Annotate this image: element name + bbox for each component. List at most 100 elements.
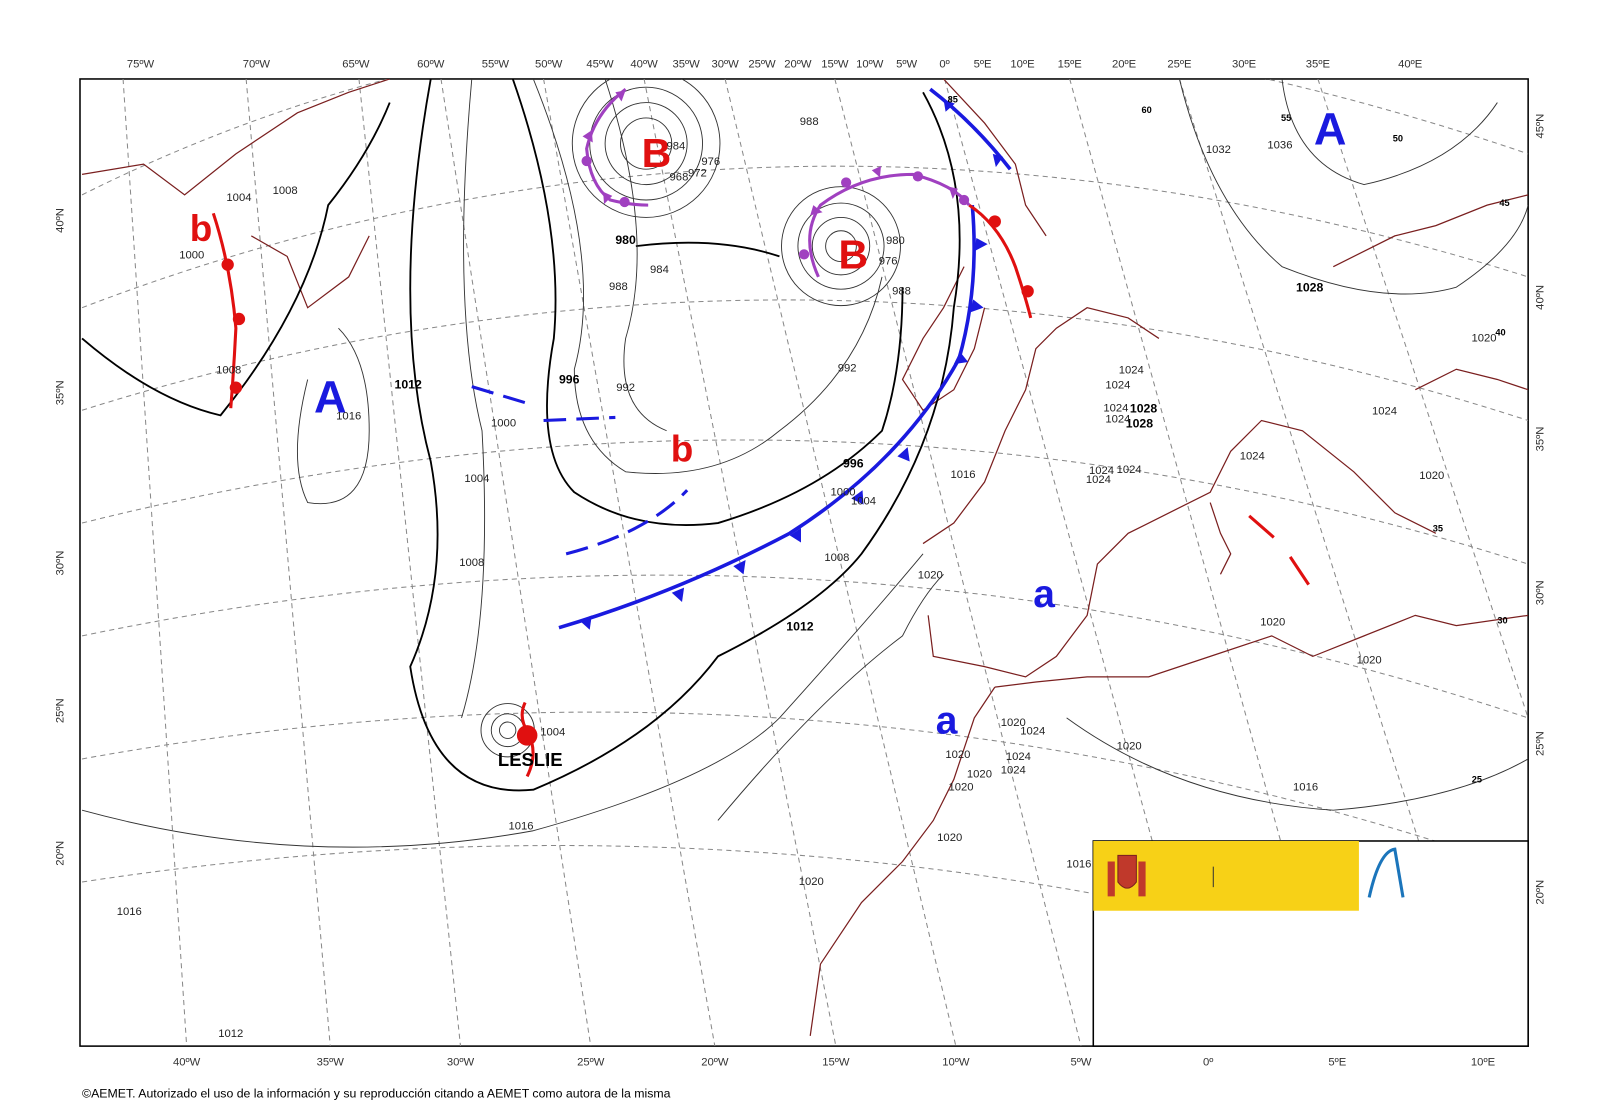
longitude-label: 40ºW [630, 59, 658, 71]
latitude-label: 30ºN [1535, 580, 1547, 605]
isobar-label: 1008 [459, 557, 484, 569]
thickness-label: 50 [1393, 134, 1403, 144]
longitude-label: 15ºW [822, 1057, 850, 1069]
isobar-label: 996 [843, 457, 864, 471]
longitude-label: 25ºW [748, 59, 776, 71]
pressure-center: A [1314, 104, 1347, 155]
isobar-label: 1012 [395, 378, 423, 392]
longitude-label: 5ºW [896, 59, 917, 71]
thickness-label: 40 [1495, 327, 1505, 337]
isobar-label: 1020 [1419, 470, 1444, 482]
map-labels: B Bb b A Aa a LESLIE 1004 1008 1000 1008 1016 1012 99… [117, 95, 1510, 1040]
longitude-label: 5ºE [1328, 1057, 1346, 1069]
longitude-label: 20ºW [784, 59, 812, 71]
isobar-label: 1012 [218, 1028, 243, 1040]
isobar-label: 1004 [851, 496, 876, 508]
isobar-label: 1004 [540, 726, 565, 738]
isobar-label: 1020 [945, 749, 970, 761]
pressure-center: a [936, 699, 958, 742]
isobar-label: 1016 [117, 906, 142, 918]
pressure-center: b [671, 429, 694, 470]
isobar-label: 1008 [273, 185, 298, 197]
isobar-label: 980 [886, 235, 905, 247]
longitude-label: 20ºE [1112, 59, 1137, 71]
longitude-label: 30ºE [1232, 59, 1257, 71]
pressure-center: b [190, 208, 213, 249]
isobar-label: 1020 [918, 569, 943, 581]
fronts [211, 87, 1310, 778]
latitude-label: 40ºN [55, 208, 67, 233]
aemet-logo-mark [1367, 847, 1405, 898]
government-banner [1093, 840, 1359, 911]
isobar-label: 1004 [226, 192, 251, 204]
longitude-label: 50ºW [535, 59, 563, 71]
isobar-label: 1024 [1001, 764, 1026, 776]
thickness-label: 35 [1433, 523, 1443, 533]
latitude-label: 30ºN [55, 551, 67, 576]
isobar-label: 1020 [1117, 741, 1142, 753]
isobar-label: 1000 [831, 486, 856, 498]
isobar-label: 1028 [1296, 280, 1324, 294]
pressure-center: A [314, 371, 347, 422]
isobar-label: 1024 [1105, 414, 1130, 426]
longitude-label: 20ºW [701, 1057, 729, 1069]
info-box [1092, 840, 1529, 1047]
isobar-label: 1024 [1020, 725, 1045, 737]
longitude-label: 30ºW [711, 59, 739, 71]
isobar-label: 1020 [1472, 333, 1497, 345]
latitude-label: 20ºN [1535, 880, 1547, 905]
isobar-label: 976 [701, 156, 720, 168]
isobar-label: 968 [670, 172, 689, 184]
isobar-label: 1020 [1357, 655, 1382, 667]
thickness-label: 45 [1499, 198, 1509, 208]
isobar-label: 1024 [1105, 380, 1130, 392]
pressure-center: a [1033, 573, 1055, 616]
coastline [81, 78, 1529, 1036]
longitude-label: 25ºW [577, 1057, 605, 1069]
copyright-footer: ©AEMET. Autorizado el uso de la informac… [82, 1086, 671, 1100]
longitude-label: 10ºW [856, 59, 884, 71]
isobar-label: 988 [609, 281, 628, 293]
longitude-label: 10ºE [1471, 1057, 1496, 1069]
isobar-label: 1012 [786, 620, 814, 634]
isobar-label: 988 [800, 116, 819, 128]
isobar-label: 1016 [1293, 782, 1318, 794]
longitude-label: 75ºW [127, 59, 155, 71]
longitude-label: 40ºE [1398, 59, 1423, 71]
isobar-label: 1024 [1103, 402, 1128, 414]
longitude-label: 65ºW [342, 59, 370, 71]
isobar-label: 976 [879, 256, 898, 268]
longitude-label: 10ºE [1010, 59, 1035, 71]
isobar-label: 1024 [1089, 465, 1114, 477]
coat-of-arms [1107, 854, 1146, 897]
longitude-label: 15ºW [821, 59, 849, 71]
isobar-label: 1028 [1130, 401, 1158, 415]
isobar-label: 1016 [1066, 859, 1091, 871]
isobar-label: 1016 [951, 469, 976, 481]
isobar-label: 972 [688, 167, 707, 179]
isobar-label: 1024 [1240, 450, 1265, 462]
isobar-label: 1020 [1260, 617, 1285, 629]
isobar-label: 984 [666, 141, 685, 153]
thickness-label: 85 [948, 95, 958, 105]
thickness-label: 55 [1281, 113, 1291, 123]
latitude-label: 25ºN [1535, 731, 1547, 756]
isobar-label: 980 [615, 233, 636, 247]
longitude-label: 35ºW [672, 59, 700, 71]
latitude-label: 35ºN [55, 380, 67, 405]
isobar-label: 1020 [799, 876, 824, 888]
isobar-label: 1036 [1267, 140, 1292, 152]
isobar-label: 996 [559, 373, 580, 387]
latitude-label: 35ºN [1535, 427, 1547, 452]
isobar-label: 1020 [937, 832, 962, 844]
isobar-label: 1024 [1117, 464, 1142, 476]
latitude-label: 40ºN [1535, 285, 1547, 310]
isobar-label: 1020 [1001, 717, 1026, 729]
longitude-label: 10ºW [942, 1057, 970, 1069]
thickness-label: 60 [1141, 105, 1151, 115]
isobar-label: 1024 [1119, 364, 1144, 376]
storm-name: LESLIE [498, 749, 563, 770]
isobar-label: 1016 [508, 821, 533, 833]
isobar-label: 1016 [336, 410, 361, 422]
